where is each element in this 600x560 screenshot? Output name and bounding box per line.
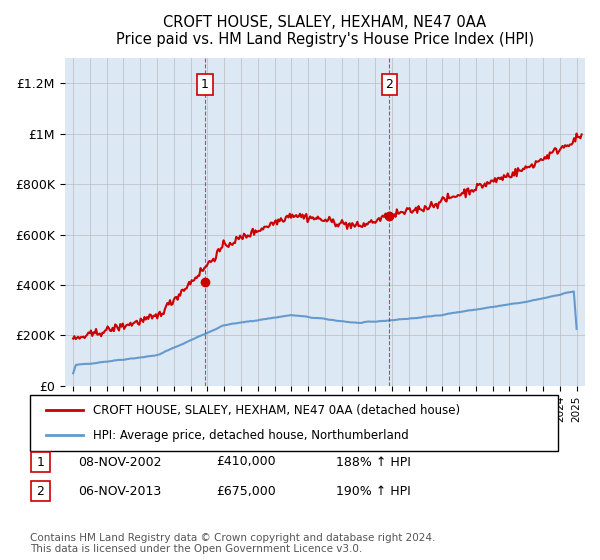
- Text: 1: 1: [37, 455, 44, 469]
- FancyBboxPatch shape: [30, 395, 558, 451]
- FancyBboxPatch shape: [31, 452, 50, 472]
- Title: CROFT HOUSE, SLALEY, HEXHAM, NE47 0AA
Price paid vs. HM Land Registry's House Pr: CROFT HOUSE, SLALEY, HEXHAM, NE47 0AA Pr…: [116, 15, 534, 48]
- Text: Contains HM Land Registry data © Crown copyright and database right 2024.
This d: Contains HM Land Registry data © Crown c…: [30, 533, 436, 554]
- FancyBboxPatch shape: [31, 481, 50, 501]
- Text: CROFT HOUSE, SLALEY, HEXHAM, NE47 0AA (detached house): CROFT HOUSE, SLALEY, HEXHAM, NE47 0AA (d…: [94, 404, 460, 417]
- Text: £675,000: £675,000: [216, 484, 276, 498]
- Text: 2: 2: [37, 484, 44, 498]
- Text: 08-NOV-2002: 08-NOV-2002: [78, 455, 161, 469]
- Text: 190% ↑ HPI: 190% ↑ HPI: [336, 484, 411, 498]
- Text: £410,000: £410,000: [216, 455, 275, 469]
- Text: HPI: Average price, detached house, Northumberland: HPI: Average price, detached house, Nort…: [94, 428, 409, 442]
- Text: 2: 2: [386, 78, 394, 91]
- Text: 188% ↑ HPI: 188% ↑ HPI: [336, 455, 411, 469]
- Text: 06-NOV-2013: 06-NOV-2013: [78, 484, 161, 498]
- Text: 1: 1: [201, 78, 209, 91]
